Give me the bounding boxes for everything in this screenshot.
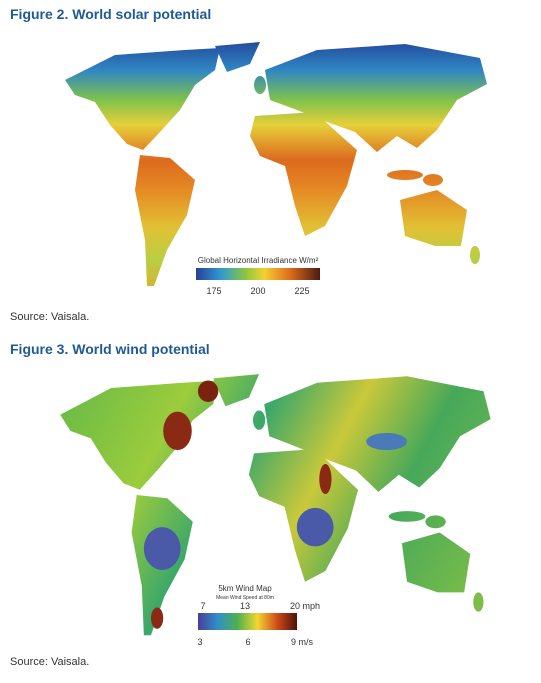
colorbar [198,613,297,630]
solar-legend: Global Horizontal Irradiance W/m² 175 20… [196,256,320,296]
source: Source: Vaisala. [10,656,90,668]
tick-label: 7 [200,601,205,611]
tick-label: 3 [197,637,202,647]
legend-subtitle: Mean Wind Speed at 80m [216,595,274,601]
tick-label: 175 [206,286,221,296]
tick-label: 9 m/s [291,637,314,647]
figure-title: Figure 2. World solar potential [10,6,212,22]
wind-legend: 5km Wind Map Mean Wind Speed at 80m 7 13… [197,584,320,647]
colorbar [196,268,320,280]
legend-title: Global Horizontal Irradiance W/m² [198,256,319,265]
tick-label: 225 [294,286,309,296]
legend-title: 5km Wind Map [218,584,272,593]
wind-map [60,374,491,636]
source: Source: Vaisala. [10,311,90,323]
tick-label: 13 [240,601,250,611]
figure-title: Figure 3. World wind potential [10,341,210,357]
solar-map [65,42,487,286]
tick-label: 6 [245,637,250,647]
tick-label: 200 [250,286,265,296]
tick-label: 20 mph [290,601,320,611]
